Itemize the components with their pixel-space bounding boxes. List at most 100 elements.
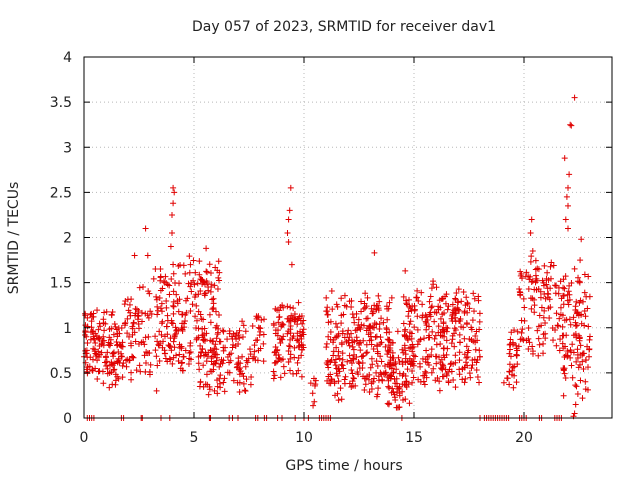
data-point [471,295,478,302]
data-point [200,362,207,369]
data-point [445,379,452,386]
x-tick-label: 10 [295,430,313,446]
data-point [354,337,361,344]
data-point [233,364,240,371]
data-point [323,340,330,347]
data-point [541,262,548,269]
data-point [146,369,153,376]
data-point [163,304,170,311]
data-point [294,321,301,328]
data-point [284,229,291,236]
data-point [540,279,547,286]
data-point [285,359,292,366]
data-point [414,326,421,333]
data-point [431,335,438,342]
data-point [371,375,378,382]
data-point [298,346,305,353]
data-point [203,278,210,285]
data-point [469,317,476,324]
data-point [476,347,483,354]
data-point [419,314,426,321]
data-point [433,341,440,348]
data-point [298,373,305,380]
data-point [235,359,242,366]
data-point [285,348,292,355]
data-point [583,357,590,364]
data-point [558,295,565,302]
data-point [147,361,154,368]
data-point [246,346,253,353]
data-point [211,282,218,289]
data-point [357,339,364,346]
data-point [566,291,573,298]
data-point [169,229,175,236]
data-point [519,326,526,333]
data-point [169,211,175,218]
data-point [586,336,593,343]
data-point [451,343,458,350]
data-point [153,387,160,394]
data-point [374,342,381,349]
data-point [200,337,207,344]
data-point [506,381,513,388]
data-point [284,303,291,310]
data-point [133,367,140,374]
data-point [462,302,469,309]
data-point [580,365,587,372]
data-point [456,349,463,356]
data-point [170,354,177,361]
data-point [348,297,355,304]
data-point [559,312,566,319]
data-point [134,316,141,323]
data-point [167,356,174,363]
data-point [548,259,555,266]
data-point [460,324,467,331]
data-point [511,327,518,334]
data-point [101,309,108,316]
data-point [113,339,120,346]
data-point [434,375,441,382]
data-point [276,355,283,362]
data-point [439,366,446,373]
data-point [403,383,410,390]
data-point [468,337,475,344]
data-point [576,278,583,285]
data-point [196,258,203,265]
data-point [101,327,108,334]
data-point [249,355,256,362]
data-point [164,312,171,319]
data-point [206,386,213,393]
data-point [411,324,418,331]
data-point [345,327,352,334]
data-point [212,341,219,348]
data-point [373,369,380,376]
data-point [504,375,511,382]
data-point [254,337,261,344]
data-point [437,332,444,339]
data-point [576,337,583,344]
data-point [388,294,395,301]
data-point [214,286,221,293]
data-point [561,365,568,372]
data-point [272,343,279,350]
data-point [214,377,221,384]
data-point [583,293,590,300]
data-point [565,202,571,209]
data-point [337,385,344,392]
data-point [244,359,251,366]
data-point [453,290,460,297]
data-point [550,262,557,269]
data-point [130,354,137,361]
data-point [338,320,345,327]
data-point [396,370,403,377]
data-point [448,368,455,375]
data-point [285,216,292,223]
data-point [378,358,385,365]
data-point [207,269,214,276]
data-point [437,340,444,347]
data-point [243,376,250,383]
data-point [404,336,411,343]
data-point [113,326,120,333]
data-point [440,345,447,352]
data-point [119,362,126,369]
